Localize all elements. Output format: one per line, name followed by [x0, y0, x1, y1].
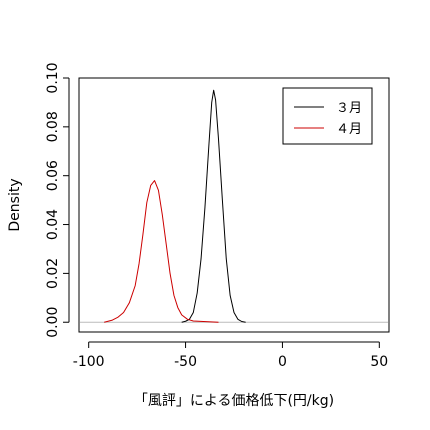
x-axis: -100 -50 0 50 [73, 341, 388, 370]
y-tick-label: 0.02 [45, 258, 61, 289]
legend-box [282, 87, 373, 145]
x-axis-title: 「風評」による価格低下(円/kg) [134, 393, 334, 409]
y-axis-title: Density [7, 178, 23, 231]
plot-frame [78, 77, 390, 333]
x-tick-label: -100 [73, 354, 105, 370]
y-tick-label: 0.06 [45, 160, 61, 191]
y-tick-label: 0.04 [45, 209, 61, 240]
x-tick-label: 0 [278, 354, 287, 370]
x-tick-label: 50 [370, 354, 388, 370]
legend-label-2: ４月 [336, 122, 362, 137]
y-tick-label: 0.08 [45, 111, 61, 142]
y-tick-label: 0.10 [45, 62, 61, 93]
x-tick-label: -50 [174, 354, 197, 370]
legend-label-1: ３月 [336, 101, 362, 116]
series-line-1 [181, 89, 246, 323]
series-group [104, 89, 246, 323]
y-tick-label: 0.00 [45, 307, 61, 338]
series-line-2 [104, 180, 219, 323]
y-axis: 0.00 0.02 0.04 0.06 0.08 0.10 [45, 62, 70, 338]
